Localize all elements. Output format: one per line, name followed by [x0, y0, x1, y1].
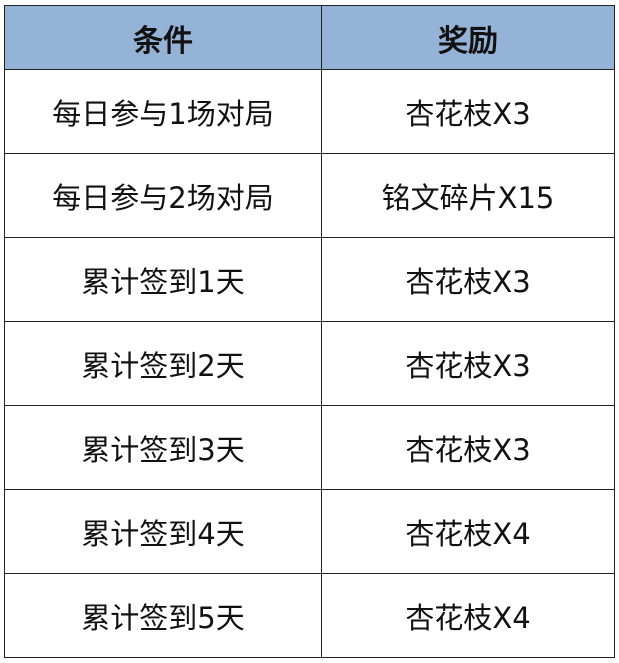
table-row: 每日参与2场对局 铭文碎片X15	[4, 153, 615, 238]
condition-cell: 累计签到3天	[4, 405, 322, 490]
condition-cell: 累计签到5天	[4, 573, 322, 658]
condition-cell: 每日参与2场对局	[4, 153, 322, 238]
condition-cell: 每日参与1场对局	[4, 69, 322, 154]
reward-cell: 杏花枝X3	[321, 237, 615, 322]
condition-cell: 累计签到2天	[4, 321, 322, 406]
table-row: 累计签到1天 杏花枝X3	[4, 237, 615, 322]
condition-cell: 累计签到1天	[4, 237, 322, 322]
table-row: 累计签到4天 杏花枝X4	[4, 489, 615, 574]
reward-cell: 杏花枝X3	[321, 321, 615, 406]
reward-cell: 杏花枝X3	[321, 69, 615, 154]
reward-cell: 杏花枝X4	[321, 573, 615, 658]
table-row: 累计签到5天 杏花枝X4	[4, 573, 615, 658]
condition-cell: 累计签到4天	[4, 489, 322, 574]
header-reward: 奖励	[321, 5, 615, 70]
reward-table: 条件 奖励 每日参与1场对局 杏花枝X3 每日参与2场对局 铭文碎片X15 累计签到…	[4, 5, 615, 658]
reward-cell: 杏花枝X4	[321, 489, 615, 574]
reward-cell: 铭文碎片X15	[321, 153, 615, 238]
table-row: 累计签到3天 杏花枝X3	[4, 405, 615, 490]
table-row: 累计签到2天 杏花枝X3	[4, 321, 615, 406]
header-row: 条件 奖励	[4, 5, 615, 70]
table-row: 每日参与1场对局 杏花枝X3	[4, 69, 615, 154]
reward-cell: 杏花枝X3	[321, 405, 615, 490]
header-condition: 条件	[4, 5, 322, 70]
